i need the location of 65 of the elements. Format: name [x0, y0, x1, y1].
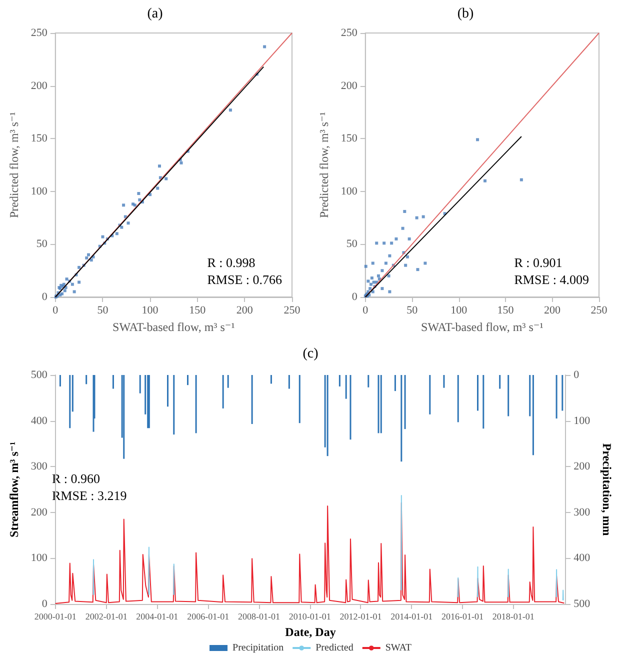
- x-tick-label: 200: [236, 304, 254, 316]
- x-tick-label: 50: [406, 304, 418, 316]
- legend-label: SWAT: [385, 642, 412, 654]
- x-axis-title: Date, Day: [285, 624, 336, 639]
- y2-tick-label: 500: [574, 598, 591, 610]
- chart-title: (a): [147, 6, 164, 22]
- chart-title: (c): [302, 346, 319, 362]
- legend-label: Precipitation: [232, 642, 284, 654]
- y-axis-title: Predicted flow, m³ s⁻¹: [317, 112, 331, 218]
- y2-tick-label: 400: [574, 552, 591, 564]
- y-tick-label: 500: [30, 369, 48, 381]
- y-axis-title: Predicted flow, m³ s⁻¹: [7, 112, 21, 218]
- x-tick-label: 2014-01-01: [390, 612, 433, 622]
- annotation: RMSE : 0.766: [207, 272, 282, 287]
- y2-axis-title: Precipitation, mm: [600, 443, 614, 536]
- y2-tick-label: 300: [574, 506, 591, 518]
- y-tick-label: 0: [352, 291, 358, 303]
- chart-title: (b): [457, 6, 474, 22]
- y-tick-label: 250: [30, 27, 48, 39]
- y-tick-label: 200: [340, 80, 358, 92]
- x-tick-label: 0: [362, 304, 369, 316]
- annotation: RMSE : 3.219: [52, 488, 127, 503]
- y-tick-label: 0: [42, 291, 48, 303]
- x-tick-label: 2008-01-01: [238, 612, 280, 622]
- annotation: RMSE : 4.009: [514, 272, 590, 287]
- x-tick-label: 2006-01-01: [187, 612, 230, 622]
- x-tick-label: 100: [142, 304, 159, 316]
- x-tick-label: 200: [544, 304, 562, 316]
- x-axis-title: SWAT-based flow, m³ s⁻¹: [112, 320, 236, 334]
- x-tick-label: 2010-01-01: [288, 612, 331, 622]
- y2-tick-label: 0: [574, 369, 580, 381]
- annotation: R : 0.960: [52, 471, 100, 486]
- y-tick-label: 0: [42, 598, 48, 610]
- legend-label: Predicted: [316, 642, 354, 654]
- y-tick-label: 250: [340, 27, 358, 39]
- y2-tick-label: 200: [574, 460, 591, 473]
- y2-tick-label: 100: [574, 414, 591, 427]
- y-tick-label: 150: [30, 132, 48, 145]
- y-tick-label: 100: [30, 185, 48, 198]
- y-tick-label: 300: [30, 460, 48, 473]
- x-tick-label: 2018-01-01: [492, 612, 534, 622]
- x-tick-label: 0: [52, 304, 59, 316]
- y-tick-label: 150: [340, 132, 358, 145]
- annotation: R : 0.901: [514, 255, 562, 270]
- x-tick-label: 250: [284, 304, 301, 316]
- y-tick-label: 50: [36, 238, 48, 250]
- x-tick-label: 2000-01-01: [34, 612, 76, 622]
- x-tick-label: 2002-01-01: [85, 612, 128, 622]
- y-tick-label: 200: [30, 506, 48, 518]
- y-tick-label: 100: [340, 185, 358, 198]
- x-tick-label: 250: [590, 304, 608, 316]
- x-tick-label: 150: [189, 304, 206, 316]
- y-tick-label: 100: [30, 552, 48, 564]
- y-tick-label: 400: [30, 414, 48, 427]
- x-tick-label: 2004-01-01: [136, 612, 178, 622]
- x-tick-label: 2012-01-01: [340, 612, 382, 622]
- y-tick-label: 200: [30, 80, 48, 92]
- y-axis-title: Streamflow, m³ s⁻¹: [7, 441, 21, 538]
- x-tick-label: 150: [497, 304, 514, 316]
- x-axis-title: SWAT-based flow, m³ s⁻¹: [421, 320, 544, 334]
- y-tick-label: 50: [346, 238, 358, 250]
- x-tick-label: 100: [450, 304, 468, 316]
- x-tick-label: 50: [97, 304, 109, 316]
- x-tick-label: 2016-01-01: [442, 612, 484, 622]
- annotation: R : 0.998: [207, 255, 256, 270]
